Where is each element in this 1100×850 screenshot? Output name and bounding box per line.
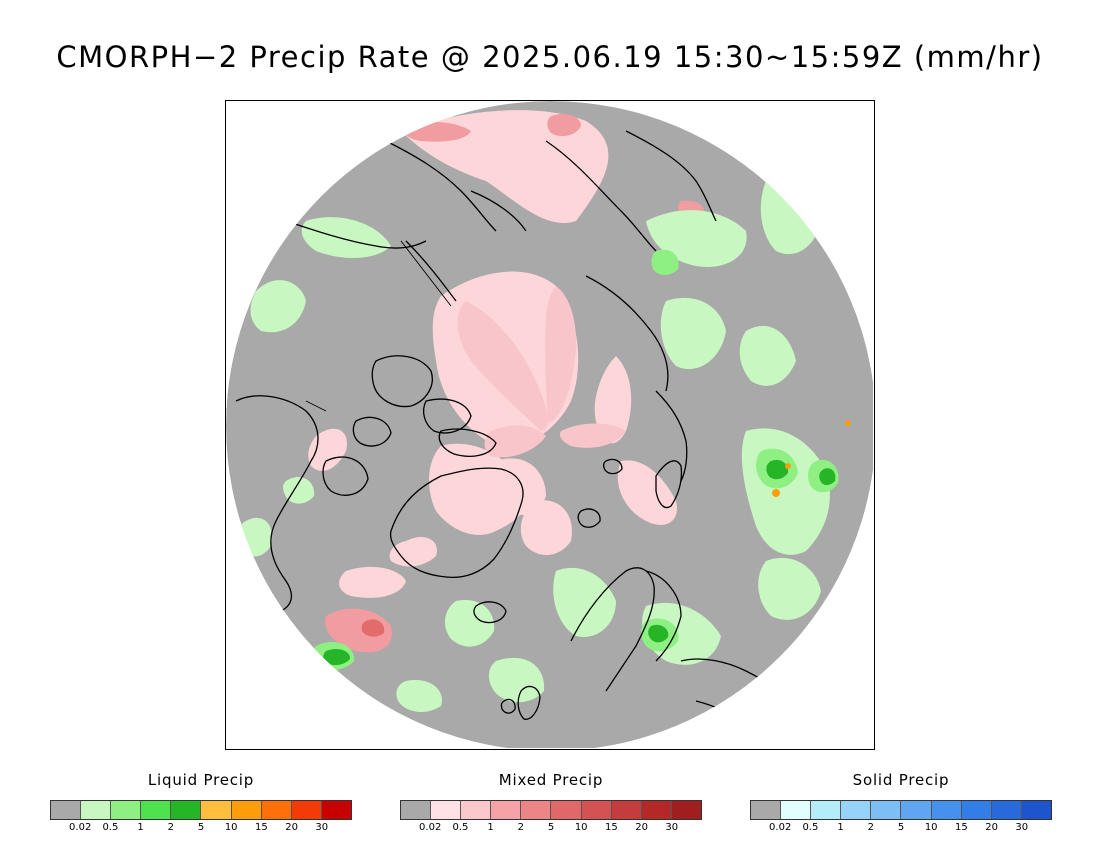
legend-swatch (611, 801, 642, 819)
legend-tick: 2 (167, 822, 174, 833)
legend-swatch (201, 801, 232, 819)
legend-title: Solid Precip (852, 771, 950, 789)
legend-tick: 30 (1015, 822, 1029, 833)
legend-swatch (171, 801, 202, 819)
legend-swatch (671, 801, 701, 819)
legend-swatch (291, 801, 322, 819)
legend-swatch (231, 801, 262, 819)
legend-tick: 20 (635, 822, 648, 833)
legend-tick: 5 (897, 822, 905, 833)
legend-swatch (551, 801, 582, 819)
legend-tick: 5 (197, 822, 205, 833)
legend-swatch (261, 801, 292, 819)
legend-tick-labels: 0.02 0.5 1 2 5 10 15 20 30 (400, 820, 702, 834)
legend-tick: 1 (487, 822, 494, 833)
legend-swatch (521, 801, 552, 819)
legend-tick: 15 (955, 822, 968, 833)
legend-swatch (581, 801, 612, 819)
legend-swatch (871, 801, 902, 819)
chart-title: CMORPH−2 Precip Rate @ 2025.06.19 15:30~… (56, 40, 1044, 74)
map-disc (226, 101, 873, 748)
legend-swatch (931, 801, 962, 819)
legend-swatch (751, 801, 782, 819)
legend-tick: 0.02 (69, 822, 92, 833)
legend-title: Mixed Precip (498, 771, 604, 789)
legend-tick: 15 (255, 822, 268, 833)
legend-tick: 1 (137, 822, 144, 833)
legend-tick: 30 (665, 822, 679, 833)
legend-tick: 0.5 (802, 822, 819, 833)
legend-color-bar (750, 800, 1052, 820)
legend-title: Liquid Precip (147, 771, 255, 789)
legend-tick: 0.5 (102, 822, 119, 833)
legend-tick-labels: 0.02 0.5 1 2 5 10 15 20 30 (50, 820, 352, 834)
legend-tick: 5 (547, 822, 555, 833)
legend-swatch (51, 801, 82, 819)
legend-tick: 1 (837, 822, 844, 833)
boundary-lines (305, 240, 452, 412)
map-canvas (226, 101, 873, 748)
legend-tick-labels: 0.02 0.5 1 2 5 10 15 20 30 (750, 820, 1052, 834)
legend-swatch (491, 801, 522, 819)
legend-tick: 10 (224, 822, 238, 833)
legend-swatch (401, 801, 432, 819)
legend-tick: 0.02 (769, 822, 792, 833)
legend-swatch (81, 801, 112, 819)
legend-tick: 10 (924, 822, 938, 833)
legend-swatch (1021, 801, 1051, 819)
legend-mixed: Mixed Precip 0.02 0.5 1 2 5 10 15 20 30 (400, 770, 702, 834)
legend-swatch (961, 801, 992, 819)
legend-liquid: Liquid Precip 0.02 0.5 1 2 5 10 15 20 30 (50, 770, 352, 834)
liquid-precip-intense-spots (772, 420, 851, 497)
legend-tick: 20 (985, 822, 998, 833)
legend-tick: 20 (285, 822, 298, 833)
legend-tick: 0.5 (452, 822, 469, 833)
polar-precip-map (225, 100, 875, 750)
legend-swatch (141, 801, 172, 819)
legend-tick: 10 (574, 822, 588, 833)
legend-swatch (901, 801, 932, 819)
legend-swatch (461, 801, 492, 819)
legend-swatch (111, 801, 142, 819)
legend-swatch (321, 801, 351, 819)
legend-swatch (431, 801, 462, 819)
legend-color-bar (50, 800, 352, 820)
mixed-precip-moderate-areas (325, 114, 705, 653)
legend-tick: 0.02 (419, 822, 442, 833)
legend-color-bar (400, 800, 702, 820)
legend-tick: 15 (605, 822, 618, 833)
legend-tick: 2 (867, 822, 874, 833)
legend-tick: 2 (517, 822, 524, 833)
legend-tick: 30 (315, 822, 329, 833)
mixed-precip-polar-core (457, 286, 626, 458)
legend-swatch (781, 801, 812, 819)
legend-swatch (991, 801, 1022, 819)
legend-swatch (811, 801, 842, 819)
mixed-precip-heavy-spot (361, 619, 385, 637)
legend-swatch (841, 801, 872, 819)
legend-solid: Solid Precip 0.02 0.5 1 2 5 10 15 20 30 (750, 770, 1052, 834)
legend-swatch (641, 801, 672, 819)
liquid-precip-heavy-areas (323, 459, 836, 666)
